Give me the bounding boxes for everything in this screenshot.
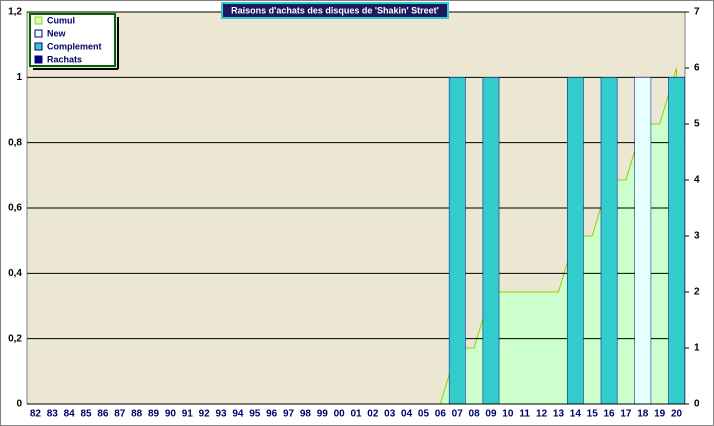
y-tick-label: 1,2	[8, 7, 22, 18]
y2-tick-label: 7	[694, 7, 700, 18]
x-tick-label: 04	[401, 409, 413, 420]
x-tick-label: 16	[604, 409, 616, 420]
bar	[566, 77, 584, 405]
legend-label: Cumul	[47, 15, 75, 25]
legend-swatch	[34, 16, 43, 25]
y2-tick-label: 6	[694, 63, 700, 74]
x-tick-label: 92	[199, 409, 211, 420]
y-tick-label: 0,6	[8, 203, 22, 214]
x-tick-label: 15	[587, 409, 599, 420]
x-tick-label: 89	[148, 409, 160, 420]
y2-tick-label: 0	[694, 399, 700, 410]
y2-tick-label: 4	[694, 175, 700, 186]
x-tick-label: 97	[283, 409, 295, 420]
legend-swatch	[34, 55, 43, 64]
bar	[634, 77, 652, 405]
x-tick-label: 09	[485, 409, 497, 420]
legend-label: Rachats	[47, 54, 82, 64]
y2-tick-label: 2	[694, 287, 700, 298]
y-tick-label: 0,2	[8, 333, 22, 344]
x-tick-label: 91	[182, 409, 194, 420]
bar	[448, 77, 466, 405]
x-tick-label: 03	[384, 409, 396, 420]
legend	[29, 13, 116, 67]
x-tick-label: 06	[435, 409, 447, 420]
y-tick-label: 0	[16, 399, 22, 410]
title-box	[221, 2, 449, 19]
legend-swatch	[34, 42, 43, 51]
x-tick-label: 98	[300, 409, 312, 420]
marks	[27, 11, 685, 405]
x-tick-label: 01	[350, 409, 362, 420]
x-tick-label: 94	[232, 409, 244, 420]
x-tick-label: 00	[334, 409, 346, 420]
x-tick-label: 14	[570, 409, 582, 420]
x-tick-label: 02	[367, 409, 379, 420]
x-tick-label: 17	[620, 409, 632, 420]
x-tick-label: 20	[671, 409, 683, 420]
x-tick-label: 85	[80, 409, 92, 420]
x-tick-label: 95	[249, 409, 261, 420]
legend-label: New	[47, 28, 67, 38]
x-tick-label: 08	[469, 409, 481, 420]
x-tick-label: 83	[47, 409, 59, 420]
chart-title: Raisons d'achats des disques de 'Shakin'…	[231, 5, 439, 15]
x-tick-label: 87	[114, 409, 126, 420]
bar	[668, 77, 685, 405]
x-tick-label: 84	[64, 409, 76, 420]
x-tick-label: 13	[553, 409, 565, 420]
x-tick-label: 93	[215, 409, 227, 420]
legend-swatch	[34, 29, 43, 38]
x-tick-label: 88	[131, 409, 143, 420]
y-tick-label: 1	[16, 72, 22, 83]
x-tick-label: 82	[30, 409, 42, 420]
bar	[482, 77, 500, 405]
y-tick-label: 0,4	[8, 268, 22, 279]
y2-tick-label: 5	[694, 119, 700, 130]
bar	[600, 77, 618, 405]
y2-tick-label: 3	[694, 231, 700, 242]
x-tick-label: 96	[266, 409, 278, 420]
legend-label: Complement	[47, 41, 102, 51]
x-tick-label: 18	[637, 409, 649, 420]
x-tick-label: 19	[654, 409, 666, 420]
x-tick-label: 07	[452, 409, 464, 420]
x-tick-label: 86	[97, 409, 109, 420]
x-tick-label: 10	[502, 409, 514, 420]
x-tick-label: 90	[165, 409, 177, 420]
x-tick-label: 99	[317, 409, 329, 420]
y-tick-label: 0,8	[8, 137, 22, 148]
y2-tick-label: 1	[694, 343, 700, 354]
x-tick-label: 11	[519, 409, 530, 420]
x-tick-label: 12	[536, 409, 548, 420]
x-tick-label: 05	[418, 409, 430, 420]
